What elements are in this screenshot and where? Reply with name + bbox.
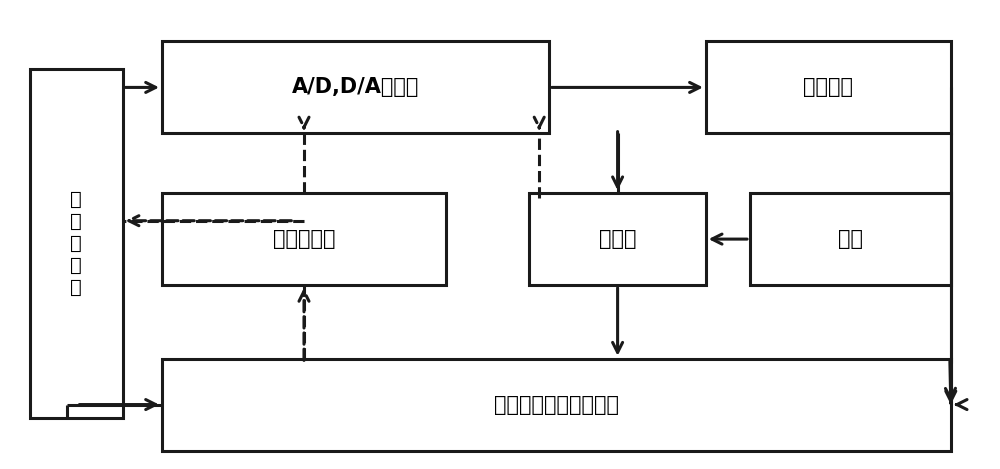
Bar [706, 41, 951, 133]
Bar [162, 193, 446, 285]
Text: 驱动电路: 驱动电路 [803, 77, 853, 98]
Bar [162, 41, 549, 133]
Bar [30, 69, 123, 418]
Text: 压力传感器: 压力传感器 [273, 229, 335, 249]
Bar [162, 359, 951, 451]
Text: 控
制
计
算
机: 控 制 计 算 机 [70, 190, 82, 297]
Text: 气源: 气源 [838, 229, 863, 249]
Text: 通气管道及机器人本体: 通气管道及机器人本体 [494, 394, 619, 415]
Text: A/D,D/A转换器: A/D,D/A转换器 [292, 77, 419, 98]
Bar [750, 193, 951, 285]
Bar [529, 193, 706, 285]
Text: 电磁阀: 电磁阀 [599, 229, 636, 249]
